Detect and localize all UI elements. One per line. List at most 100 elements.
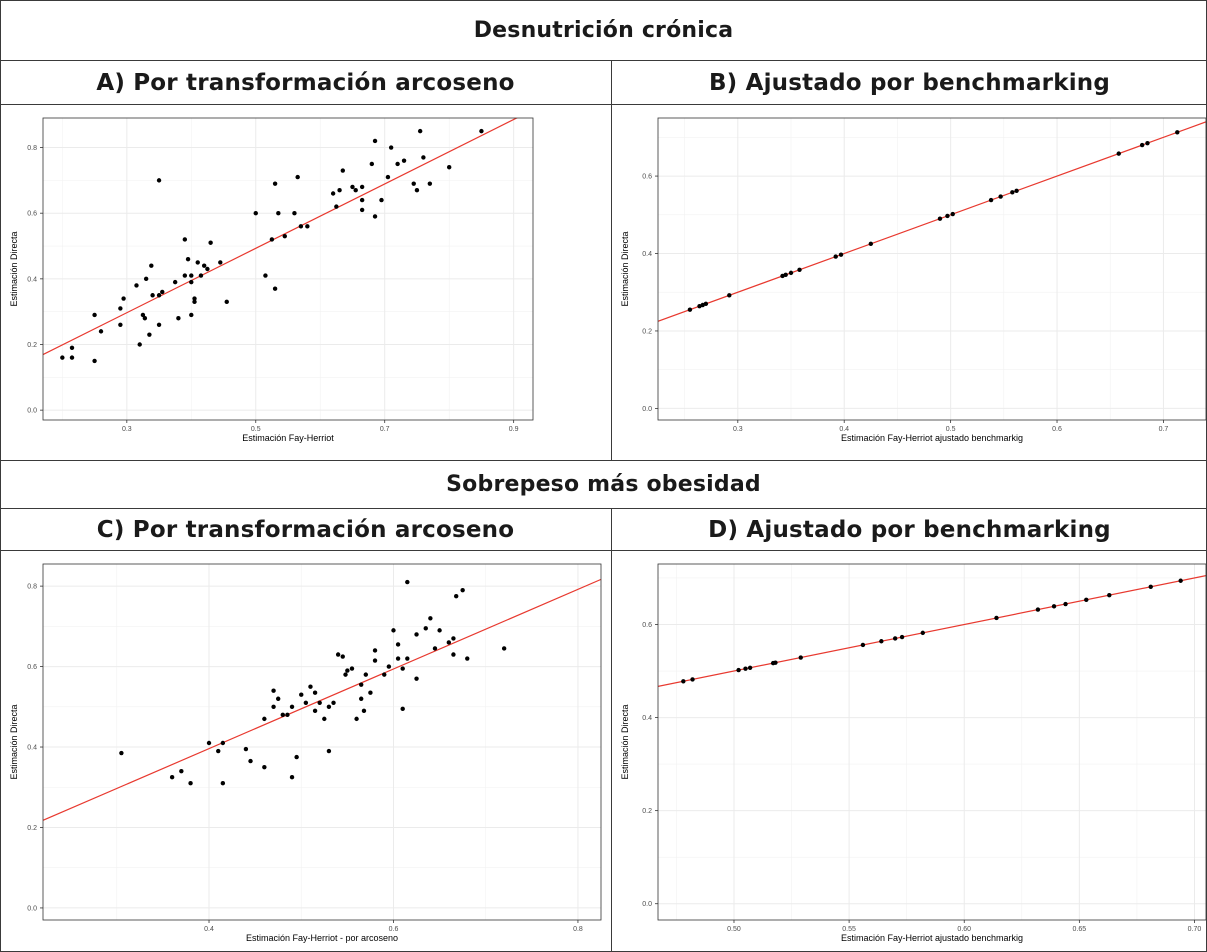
data-point [382, 672, 387, 677]
data-point [363, 672, 369, 677]
plot-frame [42, 563, 602, 921]
data-point [326, 704, 332, 710]
plot-frame [657, 117, 1206, 421]
x-tick-label: 0.4 [839, 426, 849, 433]
data-point [248, 758, 253, 764]
data-point [218, 260, 223, 265]
x-tick-label: 0.9 [509, 426, 519, 433]
frame-top [0, 0, 1207, 1]
data-point [134, 283, 139, 288]
data-point [388, 145, 394, 150]
rule-h1 [0, 60, 1207, 61]
data-point [150, 293, 155, 298]
data-point [208, 240, 213, 245]
plot-area [43, 118, 533, 420]
data-point [285, 712, 290, 718]
data-point [988, 197, 994, 203]
data-point [349, 666, 355, 671]
data-point [1051, 604, 1057, 609]
data-point [838, 252, 844, 257]
data-point [60, 355, 65, 360]
y-tick-label: 0.0 [27, 408, 37, 415]
y-tick-label: 0.6 [27, 211, 37, 218]
data-point [727, 293, 732, 298]
data-point [405, 579, 410, 585]
data-point [446, 165, 452, 170]
plot-area [43, 564, 601, 920]
x-axis-label: Estimación Fay-Herriot [242, 433, 334, 443]
data-point [118, 306, 123, 311]
data-point [372, 648, 378, 653]
data-point [1010, 190, 1015, 195]
data-point [192, 296, 197, 301]
panel-title-b: B) Ajustado por benchmarking [708, 69, 1111, 96]
x-tick-label: 0.70 [1188, 926, 1202, 933]
rule-h4 [0, 508, 1207, 509]
y-tick-label: 0.4 [642, 715, 652, 722]
data-point [1145, 140, 1150, 146]
data-point [334, 204, 339, 209]
data-point [185, 256, 191, 262]
data-point [937, 216, 943, 221]
data-point [169, 774, 175, 780]
points [681, 578, 1183, 684]
data-point [220, 781, 226, 786]
y-tick-label: 0.4 [27, 276, 37, 283]
data-point [1014, 188, 1019, 193]
data-point [1178, 578, 1183, 583]
chart-panel-c: 0.4 0.6 0.8 0.0 0.2 0.4 0.6 0.8 Estimación Fay-H… [1, 551, 611, 951]
data-point [1084, 597, 1089, 603]
data-point [437, 628, 442, 633]
data-point [345, 668, 350, 673]
data-point [998, 194, 1003, 199]
data-point [359, 184, 365, 190]
data-point [92, 358, 97, 364]
data-point [451, 636, 456, 641]
data-point [501, 646, 507, 651]
x-tick-label: 0.4 [204, 926, 214, 933]
data-point [220, 740, 226, 746]
points [687, 130, 1180, 312]
data-point [1148, 584, 1153, 590]
data-point [479, 128, 484, 134]
data-point [703, 301, 709, 307]
data-point [465, 656, 470, 661]
data-point [280, 712, 286, 718]
data-point [743, 666, 748, 671]
chart-panel-d: 0.50 0.55 0.60 0.65 0.70 0.0 0.2 0.4 0.6 Estimaci… [612, 551, 1206, 951]
y-tick-label: 0.2 [642, 808, 652, 815]
data-point [358, 682, 364, 687]
plot-frame [42, 117, 534, 421]
data-point [446, 640, 452, 645]
y-tick-label: 0.0 [642, 406, 652, 413]
data-point [414, 188, 420, 193]
chart-panel-a: 0.3 0.5 0.7 0.9 0.0 0.2 0.4 0.6 0.8 Estimación Fa… [1, 105, 611, 460]
data-point [687, 307, 693, 312]
data-point [331, 700, 336, 705]
data-point [140, 312, 146, 318]
data-point [368, 690, 373, 695]
rule-v2 [611, 508, 612, 952]
data-point [414, 676, 419, 681]
data-point [192, 299, 197, 305]
data-point [69, 345, 75, 350]
x-tick-label: 0.5 [251, 426, 261, 433]
chart-b: 0.3 0.4 0.5 0.6 0.7 0.0 0.2 0.4 0.6 Estimación Fa… [620, 117, 1206, 443]
group-title-desnutricion: Desnutrición crónica [473, 18, 734, 43]
data-point [451, 652, 456, 657]
data-point [182, 273, 188, 278]
data-point [395, 656, 401, 661]
plot-frame [657, 563, 1206, 921]
data-point [892, 636, 898, 641]
x-tick-label: 0.3 [122, 426, 132, 433]
data-point [143, 276, 149, 282]
data-point [833, 254, 838, 259]
data-point [1063, 601, 1068, 607]
data-point [350, 184, 355, 190]
data-point [359, 197, 365, 203]
grid [43, 118, 533, 420]
x-tick-label: 0.7 [380, 426, 390, 433]
group-title-sobrepeso: Sobrepeso más obesidad [446, 472, 761, 497]
data-point [201, 263, 207, 268]
